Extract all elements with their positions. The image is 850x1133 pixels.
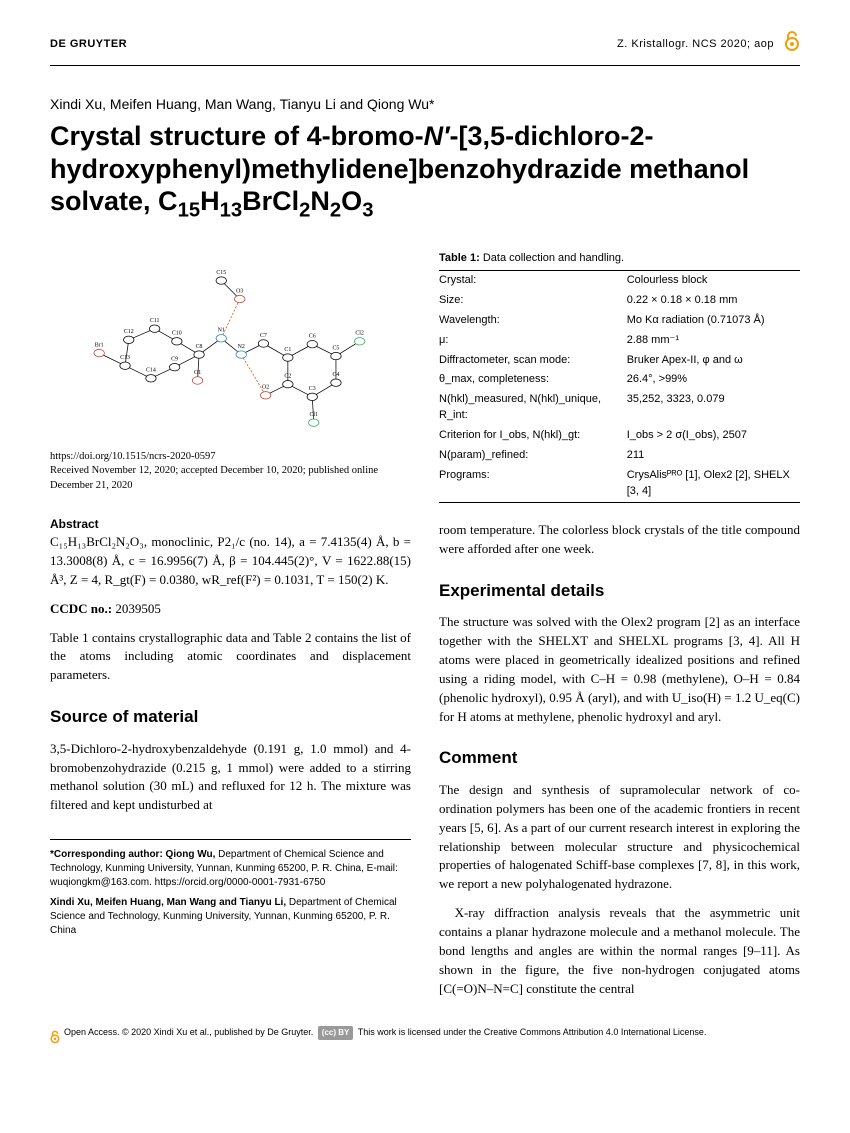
- journal-info: Z. Kristallogr. NCS 2020; aop: [617, 30, 800, 59]
- left-column: Br1 C13 C12 C11 C10 C14 C9 C8 O1 N1 N2 C7 C1 C2 O2 C3 Cl…: [50, 251, 411, 1009]
- author-footer: *Corresponding author: Qiong Wu, Departm…: [50, 839, 411, 938]
- source-body: 3,5-Dichloro-2-hydroxybenzaldehyde (0.19…: [50, 740, 411, 815]
- svg-text:Cl1: Cl1: [309, 412, 318, 418]
- two-column-body: Br1 C13 C12 C11 C10 C14 C9 C8 O1 N1 N2 C7 C1 C2 O2 C3 Cl…: [50, 251, 800, 1009]
- comment-p1: The design and synthesis of supramolecul…: [439, 781, 800, 894]
- svg-text:C14: C14: [146, 367, 156, 373]
- ccdc-line: CCDC no.: 2039505: [50, 600, 411, 619]
- cc-badge: (cc) BY: [318, 1026, 354, 1039]
- table-row: Crystal:Colourless block: [439, 270, 800, 290]
- table-row: Diffractometer, scan mode:Bruker Apex-II…: [439, 351, 800, 371]
- svg-text:C9: C9: [171, 356, 178, 362]
- experimental-body: The structure was solved with the Olex2 …: [439, 613, 800, 726]
- svg-text:Br1: Br1: [95, 342, 104, 348]
- molecule-diagram: Br1 C13 C12 C11 C10 C14 C9 C8 O1 N1 N2 C7 C1 C2 O2 C3 Cl…: [50, 251, 411, 436]
- license-prefix: Open Access. © 2020 Xindi Xu et al., pub…: [64, 1027, 313, 1037]
- license-text: This work is licensed under the Creative…: [358, 1027, 707, 1037]
- svg-text:C4: C4: [332, 372, 339, 378]
- license-line: Open Access. © 2020 Xindi Xu et al., pub…: [50, 1026, 800, 1051]
- table-intro: Table 1 contains crystallographic data a…: [50, 629, 411, 686]
- svg-text:C3: C3: [309, 386, 316, 392]
- room-temp-continuation: room temperature. The colorless block cr…: [439, 521, 800, 559]
- doi-url[interactable]: https://doi.org/10.1515/ncrs-2020-0597: [50, 450, 411, 465]
- abstract-heading: Abstract: [50, 516, 411, 533]
- svg-text:C15: C15: [216, 270, 226, 276]
- other-authors: Xindi Xu, Meifen Huang, Man Wang and Tia…: [50, 896, 411, 938]
- table-row: μ:2.88 mm⁻¹: [439, 331, 800, 351]
- abstract-text: C₁₅H₁₃BrCl₂N₂O₃, monoclinic, P2₁/c (no. …: [50, 533, 411, 590]
- svg-text:C8: C8: [196, 344, 203, 350]
- publisher: DE GRUYTER: [50, 37, 127, 53]
- svg-text:C13: C13: [120, 355, 130, 361]
- comment-p2: X-ray diffraction analysis reveals that …: [439, 904, 800, 998]
- table-row: N(param)_refined:211: [439, 446, 800, 466]
- table1: Crystal:Colourless blockSize:0.22 × 0.18…: [439, 270, 800, 503]
- table-row: Wavelength:Mo Kα radiation (0.71073 Å): [439, 311, 800, 331]
- source-heading: Source of material: [50, 705, 411, 730]
- table-row: Programs:CrysAlisᴾᴿᴼ [1], Olex2 [2], SHE…: [439, 466, 800, 502]
- svg-text:N1: N1: [218, 328, 225, 334]
- svg-text:C12: C12: [124, 329, 134, 335]
- table-row: N(hkl)_measured, N(hkl)_unique, R_int:35…: [439, 390, 800, 426]
- article-title: Crystal structure of 4-bromo-N′-[3,5-dic…: [50, 120, 800, 222]
- table1-caption: Table 1: Data collection and handling.: [439, 251, 800, 267]
- header-bar: DE GRUYTER Z. Kristallogr. NCS 2020; aop: [50, 30, 800, 66]
- svg-text:N2: N2: [238, 344, 245, 350]
- svg-text:C6: C6: [309, 333, 316, 339]
- table-row: Size:0.22 × 0.18 × 0.18 mm: [439, 291, 800, 311]
- svg-text:C1: C1: [284, 347, 291, 353]
- authors: Xindi Xu, Meifen Huang, Man Wang, Tianyu…: [50, 94, 800, 114]
- doi-block: https://doi.org/10.1515/ncrs-2020-0597 R…: [50, 450, 411, 494]
- table-row: θ_max, completeness:26.4°, >99%: [439, 370, 800, 390]
- svg-text:C5: C5: [332, 345, 339, 351]
- svg-text:C10: C10: [172, 330, 182, 336]
- right-column: Table 1: Data collection and handling. C…: [439, 251, 800, 1009]
- oa-mini-icon: [50, 1026, 60, 1051]
- comment-heading: Comment: [439, 746, 800, 771]
- svg-text:C7: C7: [260, 333, 267, 339]
- pub-dates: Received November 12, 2020; accepted Dec…: [50, 464, 411, 493]
- open-access-icon: [784, 30, 800, 59]
- svg-text:O2: O2: [262, 384, 269, 390]
- journal-ref: Z. Kristallogr. NCS 2020; aop: [617, 37, 774, 53]
- svg-text:C2: C2: [284, 373, 291, 379]
- table-row: Criterion for I_obs, N(hkl)_gt:I_obs > 2…: [439, 426, 800, 446]
- svg-text:O1: O1: [194, 370, 201, 376]
- experimental-heading: Experimental details: [439, 579, 800, 604]
- svg-text:C11: C11: [150, 318, 160, 324]
- svg-text:O3: O3: [236, 288, 243, 294]
- svg-text:Cl2: Cl2: [355, 330, 364, 336]
- corresponding-author: *Corresponding author: Qiong Wu, Departm…: [50, 848, 411, 890]
